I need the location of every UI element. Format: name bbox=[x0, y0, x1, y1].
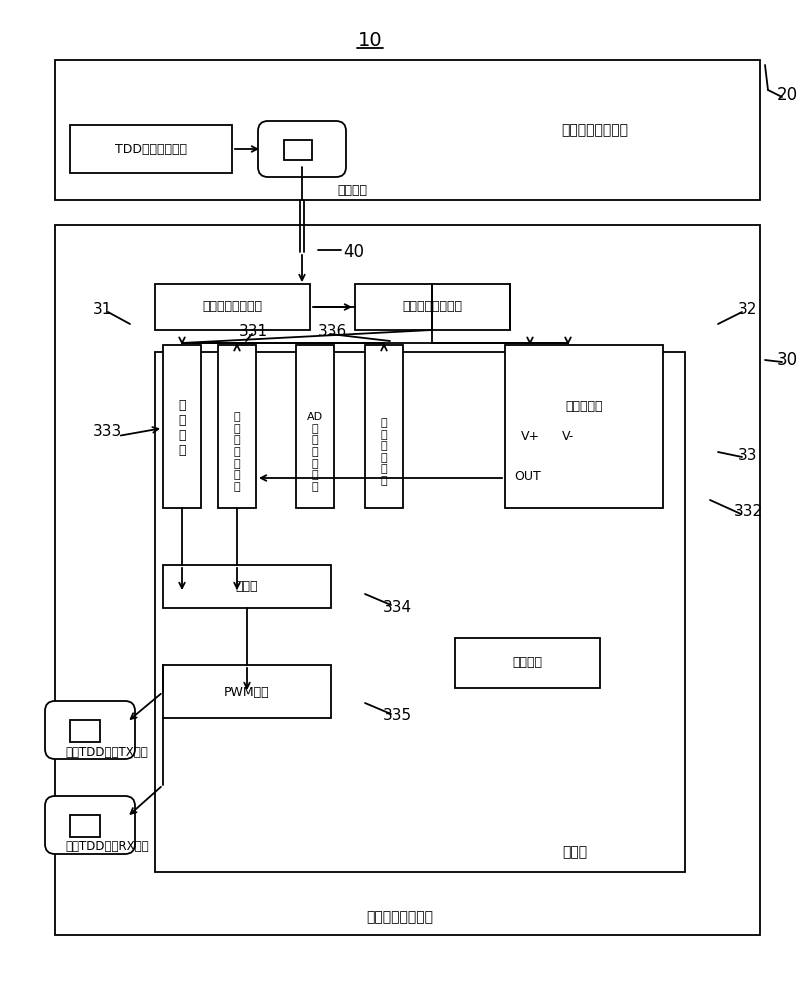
Bar bbox=[163, 665, 331, 718]
FancyBboxPatch shape bbox=[45, 701, 135, 759]
Bar bbox=[55, 60, 759, 200]
Text: 333: 333 bbox=[92, 424, 122, 440]
FancyBboxPatch shape bbox=[45, 796, 135, 854]
Bar bbox=[55, 225, 759, 935]
Text: V+: V+ bbox=[520, 430, 539, 444]
Text: 有源天线远端模块: 有源天线远端模块 bbox=[366, 910, 433, 924]
Text: AD
检
测
输
入
引
脚: AD 检 测 输 入 引 脚 bbox=[307, 412, 323, 492]
Text: 恢复TDD同步RX信号: 恢复TDD同步RX信号 bbox=[65, 840, 148, 853]
Text: 定时器: 定时器 bbox=[235, 580, 258, 593]
Text: 内部比较器: 内部比较器 bbox=[564, 399, 602, 412]
Text: V-: V- bbox=[561, 430, 573, 444]
Text: 10: 10 bbox=[358, 31, 382, 50]
Text: 调
整
电
压
引
脚: 调 整 电 压 引 脚 bbox=[380, 418, 387, 486]
Text: 射频线缆: 射频线缆 bbox=[337, 184, 367, 197]
Bar bbox=[163, 565, 331, 608]
Text: 334: 334 bbox=[382, 599, 411, 614]
Bar bbox=[504, 345, 663, 508]
Text: PWM模块: PWM模块 bbox=[224, 686, 269, 698]
Bar bbox=[354, 284, 509, 330]
Bar bbox=[155, 284, 310, 330]
Text: 同步信号检波电路: 同步信号检波电路 bbox=[202, 300, 262, 314]
Bar bbox=[284, 140, 311, 160]
Text: 33: 33 bbox=[737, 448, 757, 462]
Text: 单片机: 单片机 bbox=[562, 845, 587, 859]
FancyBboxPatch shape bbox=[258, 121, 345, 177]
Text: 32: 32 bbox=[737, 302, 757, 318]
Text: 中
断
引
脚: 中 断 引 脚 bbox=[178, 399, 186, 457]
Bar bbox=[365, 345, 402, 508]
Text: 内
部
比
较
器
输
出: 内 部 比 较 器 输 出 bbox=[234, 412, 240, 492]
Bar bbox=[163, 345, 201, 508]
Text: 331: 331 bbox=[238, 324, 268, 338]
Text: 有源天线近端模块: 有源天线近端模块 bbox=[561, 123, 628, 137]
Bar bbox=[70, 125, 232, 173]
Bar bbox=[217, 345, 255, 508]
Text: 336: 336 bbox=[317, 324, 346, 338]
Bar bbox=[70, 815, 100, 837]
Text: 串口通信: 串口通信 bbox=[512, 656, 541, 670]
Text: 30: 30 bbox=[775, 351, 796, 369]
Text: 恢复TDD同步TX信号: 恢复TDD同步TX信号 bbox=[65, 745, 148, 758]
Text: 40: 40 bbox=[343, 243, 364, 261]
Text: 335: 335 bbox=[382, 708, 411, 723]
Text: OUT: OUT bbox=[514, 470, 541, 483]
Bar bbox=[155, 352, 684, 872]
Text: TDD同步信号产生: TDD同步信号产生 bbox=[115, 143, 187, 156]
Text: 332: 332 bbox=[732, 504, 762, 520]
Text: 31: 31 bbox=[93, 302, 113, 318]
Bar bbox=[296, 345, 333, 508]
Text: 同步信号整形电路: 同步信号整形电路 bbox=[401, 300, 461, 314]
Text: 20: 20 bbox=[775, 86, 796, 104]
Bar bbox=[70, 720, 100, 742]
Bar bbox=[454, 638, 599, 688]
